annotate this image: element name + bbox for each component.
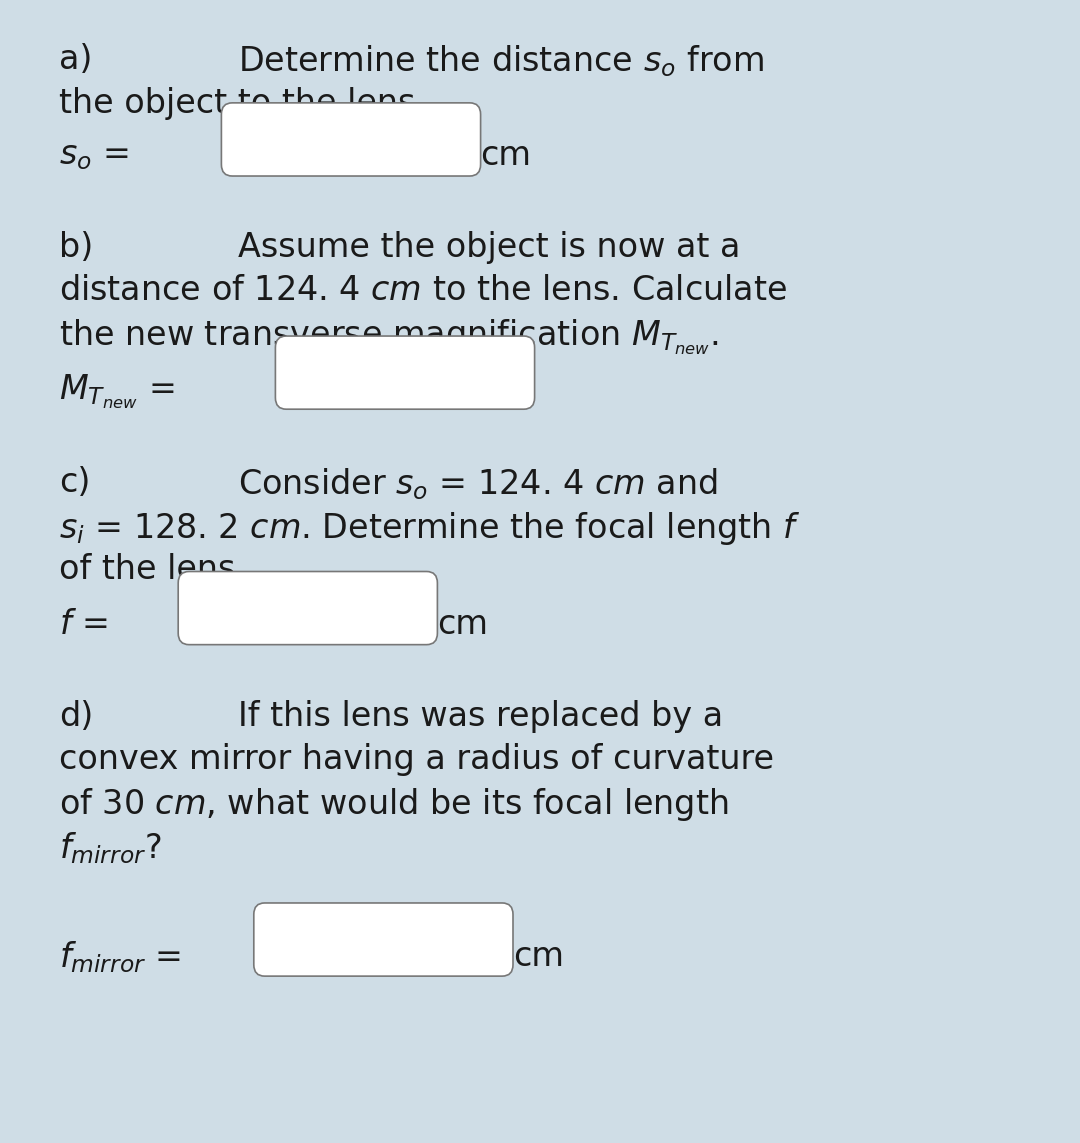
FancyBboxPatch shape bbox=[178, 572, 437, 645]
Text: the object to the lens.: the object to the lens. bbox=[59, 87, 427, 120]
Text: a): a) bbox=[59, 43, 93, 77]
Text: of the lens.: of the lens. bbox=[59, 553, 246, 586]
Text: d): d) bbox=[59, 700, 94, 733]
Text: $s_i$ = 128. 2 $cm$. Determine the focal length $f$: $s_i$ = 128. 2 $cm$. Determine the focal… bbox=[59, 510, 801, 546]
FancyBboxPatch shape bbox=[254, 903, 513, 976]
Text: convex mirror having a radius of curvature: convex mirror having a radius of curvatu… bbox=[59, 743, 774, 776]
Text: of 30 $cm$, what would be its focal length: of 30 $cm$, what would be its focal leng… bbox=[59, 786, 729, 823]
Text: Assume the object is now at a: Assume the object is now at a bbox=[238, 231, 740, 264]
Text: $f_{mirror}$?: $f_{mirror}$? bbox=[59, 830, 162, 865]
FancyBboxPatch shape bbox=[275, 336, 535, 409]
Text: $f_{mirror}$ =: $f_{mirror}$ = bbox=[59, 940, 181, 975]
Text: c): c) bbox=[59, 466, 91, 499]
Text: distance of 124. 4 $cm$ to the lens. Calculate: distance of 124. 4 $cm$ to the lens. Cal… bbox=[59, 274, 787, 307]
FancyBboxPatch shape bbox=[221, 103, 481, 176]
Text: the new transverse magnification $M_{T_{new}}$.: the new transverse magnification $M_{T_{… bbox=[59, 318, 719, 358]
Text: b): b) bbox=[59, 231, 94, 264]
Text: $M_{T_{new}}$ =: $M_{T_{new}}$ = bbox=[59, 373, 175, 411]
Text: cm: cm bbox=[437, 608, 488, 641]
Text: cm: cm bbox=[481, 139, 531, 173]
Text: $f$ =: $f$ = bbox=[59, 608, 108, 641]
Text: Determine the distance $s_o$ from: Determine the distance $s_o$ from bbox=[238, 43, 764, 79]
Text: Consider $s_o$ = 124. 4 $cm$ and: Consider $s_o$ = 124. 4 $cm$ and bbox=[238, 466, 717, 502]
Text: If this lens was replaced by a: If this lens was replaced by a bbox=[238, 700, 723, 733]
Text: cm: cm bbox=[513, 940, 564, 973]
Text: $s_o$ =: $s_o$ = bbox=[59, 139, 129, 173]
